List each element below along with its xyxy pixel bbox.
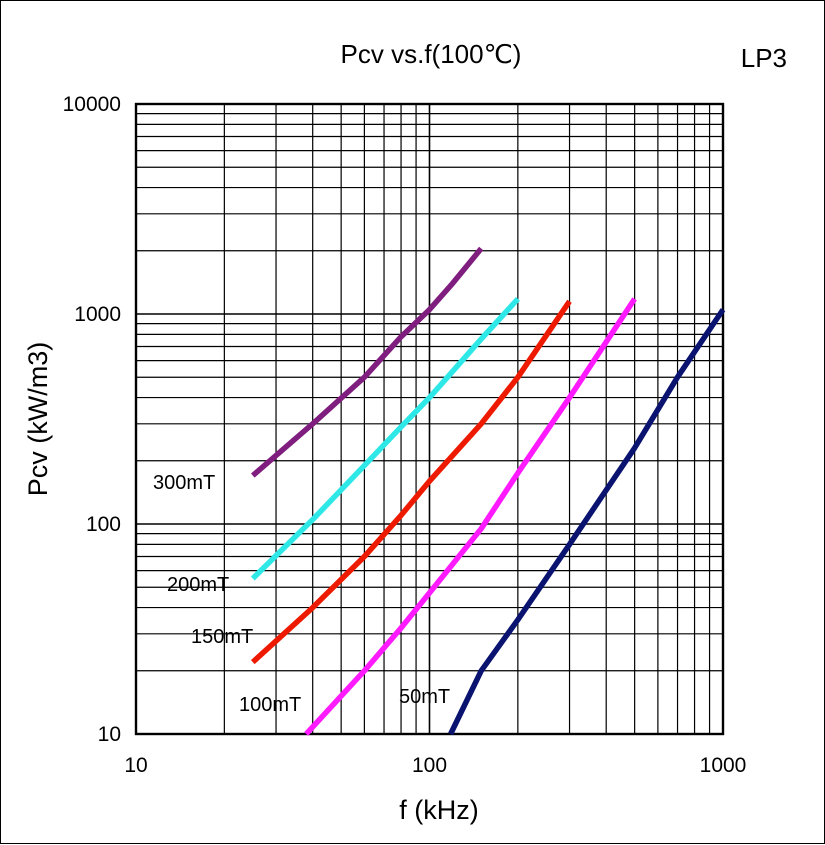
label-layer: 300mT 200mT 150mT 100mT 50mT <box>153 472 450 716</box>
series-layer <box>250 246 726 736</box>
series-line-200mt <box>250 297 520 581</box>
series-label-300mt: 300mT <box>153 472 215 494</box>
series-label-200mt: 200mT <box>167 574 229 596</box>
series-label-150mt: 150mT <box>191 626 253 648</box>
y-tick-label: 10000 <box>63 93 121 116</box>
series-line-50mt <box>448 308 726 736</box>
series-label-50mt: 50mT <box>399 686 450 708</box>
y-tick-label: 10 <box>98 723 121 746</box>
y-axis-title: Pcv (kW/m3) <box>23 342 53 497</box>
series-line-300mt <box>251 246 484 478</box>
x-axis-title: f (kHz) <box>399 795 478 825</box>
tick-layer: 10 100 1000 10 100 1000 10000 <box>63 93 747 777</box>
series-line-100mt <box>304 297 637 736</box>
y-tick-label: 100 <box>86 513 121 536</box>
x-tick-label: 10 <box>124 754 147 777</box>
series-label-100mt: 100mT <box>239 694 301 716</box>
x-tick-label: 1000 <box>700 754 747 777</box>
plot-border <box>134 102 725 736</box>
x-tick-label: 100 <box>412 754 447 777</box>
grid-layer <box>134 102 725 736</box>
chart-title: Pcv vs.f(100℃) <box>341 39 522 69</box>
material-label: LP3 <box>741 43 787 73</box>
y-tick-label: 1000 <box>74 303 121 326</box>
series-line-150mt <box>250 299 572 665</box>
